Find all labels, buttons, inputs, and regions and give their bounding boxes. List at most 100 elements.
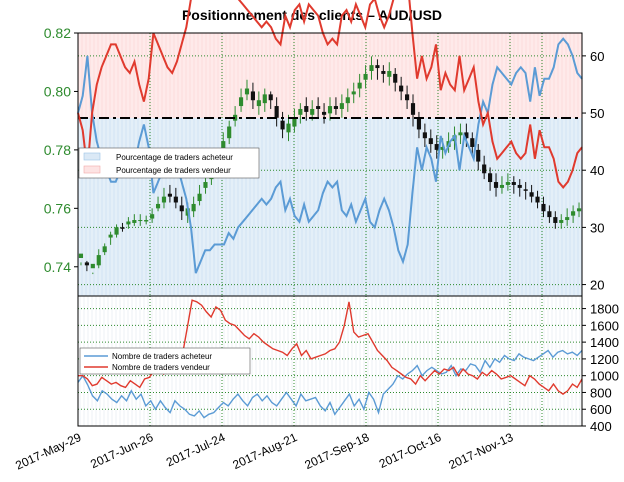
candle-body [464,132,469,139]
candle-body [565,217,570,221]
candle-body [221,141,226,153]
candle-body [440,146,445,150]
x-axis: 2017-May-29 2017-Jun-26 2017-Jul-24 2017-Au… [13,430,515,473]
candle-body [559,220,564,223]
candle-body [179,205,184,212]
right-tick-label: 600 [590,402,612,417]
seller-percentage-line [77,0,583,189]
candle-body [381,70,386,74]
legend-buyer-label: Pourcentage de traders acheteur [116,153,233,162]
candle-body [375,65,380,69]
top-panel: 0.74 0.76 0.78 0.80 0.82 20 30 40 50 60 Pourcent… [44,0,604,297]
candle-body [369,65,374,71]
candle-body [132,220,137,223]
left-tick-label: 0.80 [44,83,71,99]
candle-body [363,73,368,80]
candle-body [541,203,546,212]
legend-buyer-count-label: Nombre de traders acheteur [112,352,212,361]
candle-body [96,255,101,266]
x-tick-label: 2017-Oct-16 [377,430,444,471]
candle-body [262,94,267,104]
right-tick-label: 1400 [590,335,619,350]
candle-body [203,182,208,188]
candle-body [173,196,178,203]
candle-body [387,70,392,77]
candle-body [250,91,255,101]
candle-body [227,126,232,139]
candle-body [405,94,410,101]
candle-body [345,97,350,104]
right-tick-label: 800 [590,385,612,400]
x-tick-label: 2017-May-29 [13,430,83,473]
candle-body [393,73,398,83]
candle-body [304,106,309,112]
right-tick-label: 60 [590,49,604,64]
candle-body [84,262,89,266]
panel-hatching [79,33,581,296]
left-tick-label: 0.82 [44,25,71,41]
candle-body [321,111,327,115]
candle-body [351,91,356,95]
candle-body [535,196,540,203]
x-tick-label: 2017-Jun-26 [88,430,155,471]
candle-body [333,106,339,109]
x-tick-label: 2017-Aug-21 [230,430,299,472]
candle-body [416,117,422,130]
bottom-panel-frame [77,295,583,427]
candle-body [155,203,161,209]
legend-seller-label: Pourcentage de traders vendeur [116,166,231,175]
candle-body [410,103,416,115]
candle-body [327,106,333,114]
candle-body [161,196,167,203]
top-grid [78,33,582,296]
candle-body [399,85,404,92]
candle-body [233,114,238,121]
candle-body [268,94,273,101]
candle-body [316,106,321,109]
candle-body [292,117,297,127]
candle-body [78,253,84,259]
top-legend: Pourcentage de traders acheteur Pourcent… [78,147,260,179]
candle-body [488,173,493,183]
right-tick-label: 1600 [590,318,619,333]
candle-body [422,132,427,139]
right-tick-label: 1200 [590,352,619,367]
candle-body [553,217,558,223]
candle-body [150,214,155,219]
candle-body [244,88,250,95]
candle-body [517,184,522,188]
candle-body [499,184,505,188]
candle-body [144,220,149,222]
candle-body [470,138,475,147]
candle-body [547,211,552,218]
right-tick-label: 30 [590,220,604,235]
candle-body [256,100,261,107]
candle-body [167,193,172,197]
candle-body [280,120,285,130]
candle-body [476,149,481,162]
candle-body [357,82,362,89]
candle-body [120,227,125,229]
left-tick-label: 0.76 [44,200,71,216]
left-axis: 0.74 0.76 0.78 0.80 0.82 [44,25,78,275]
candle-body [529,192,534,197]
left-tick-label: 0.74 [44,259,71,275]
candle-body [126,221,131,225]
x-tick-label: 2017-Nov-13 [446,430,515,472]
candle-body [505,182,510,185]
right-tick-label: 40 [590,163,604,178]
chart-title: Positionnement des clients – AUD/USD [182,7,442,23]
candle-body [102,246,107,253]
candle-body [310,108,315,115]
bottom-legend: Nombre de traders acheteur Nombre de tra… [79,347,251,375]
legend-seller-count-label: Nombre de traders vendeur [112,363,210,372]
candle-body [138,220,143,222]
candle-body [482,164,487,174]
x-tick-label: 2017-Jul-24 [164,430,228,470]
candle-body [493,182,499,188]
candle-body [523,189,528,191]
legend-buyer-swatch [83,152,101,161]
